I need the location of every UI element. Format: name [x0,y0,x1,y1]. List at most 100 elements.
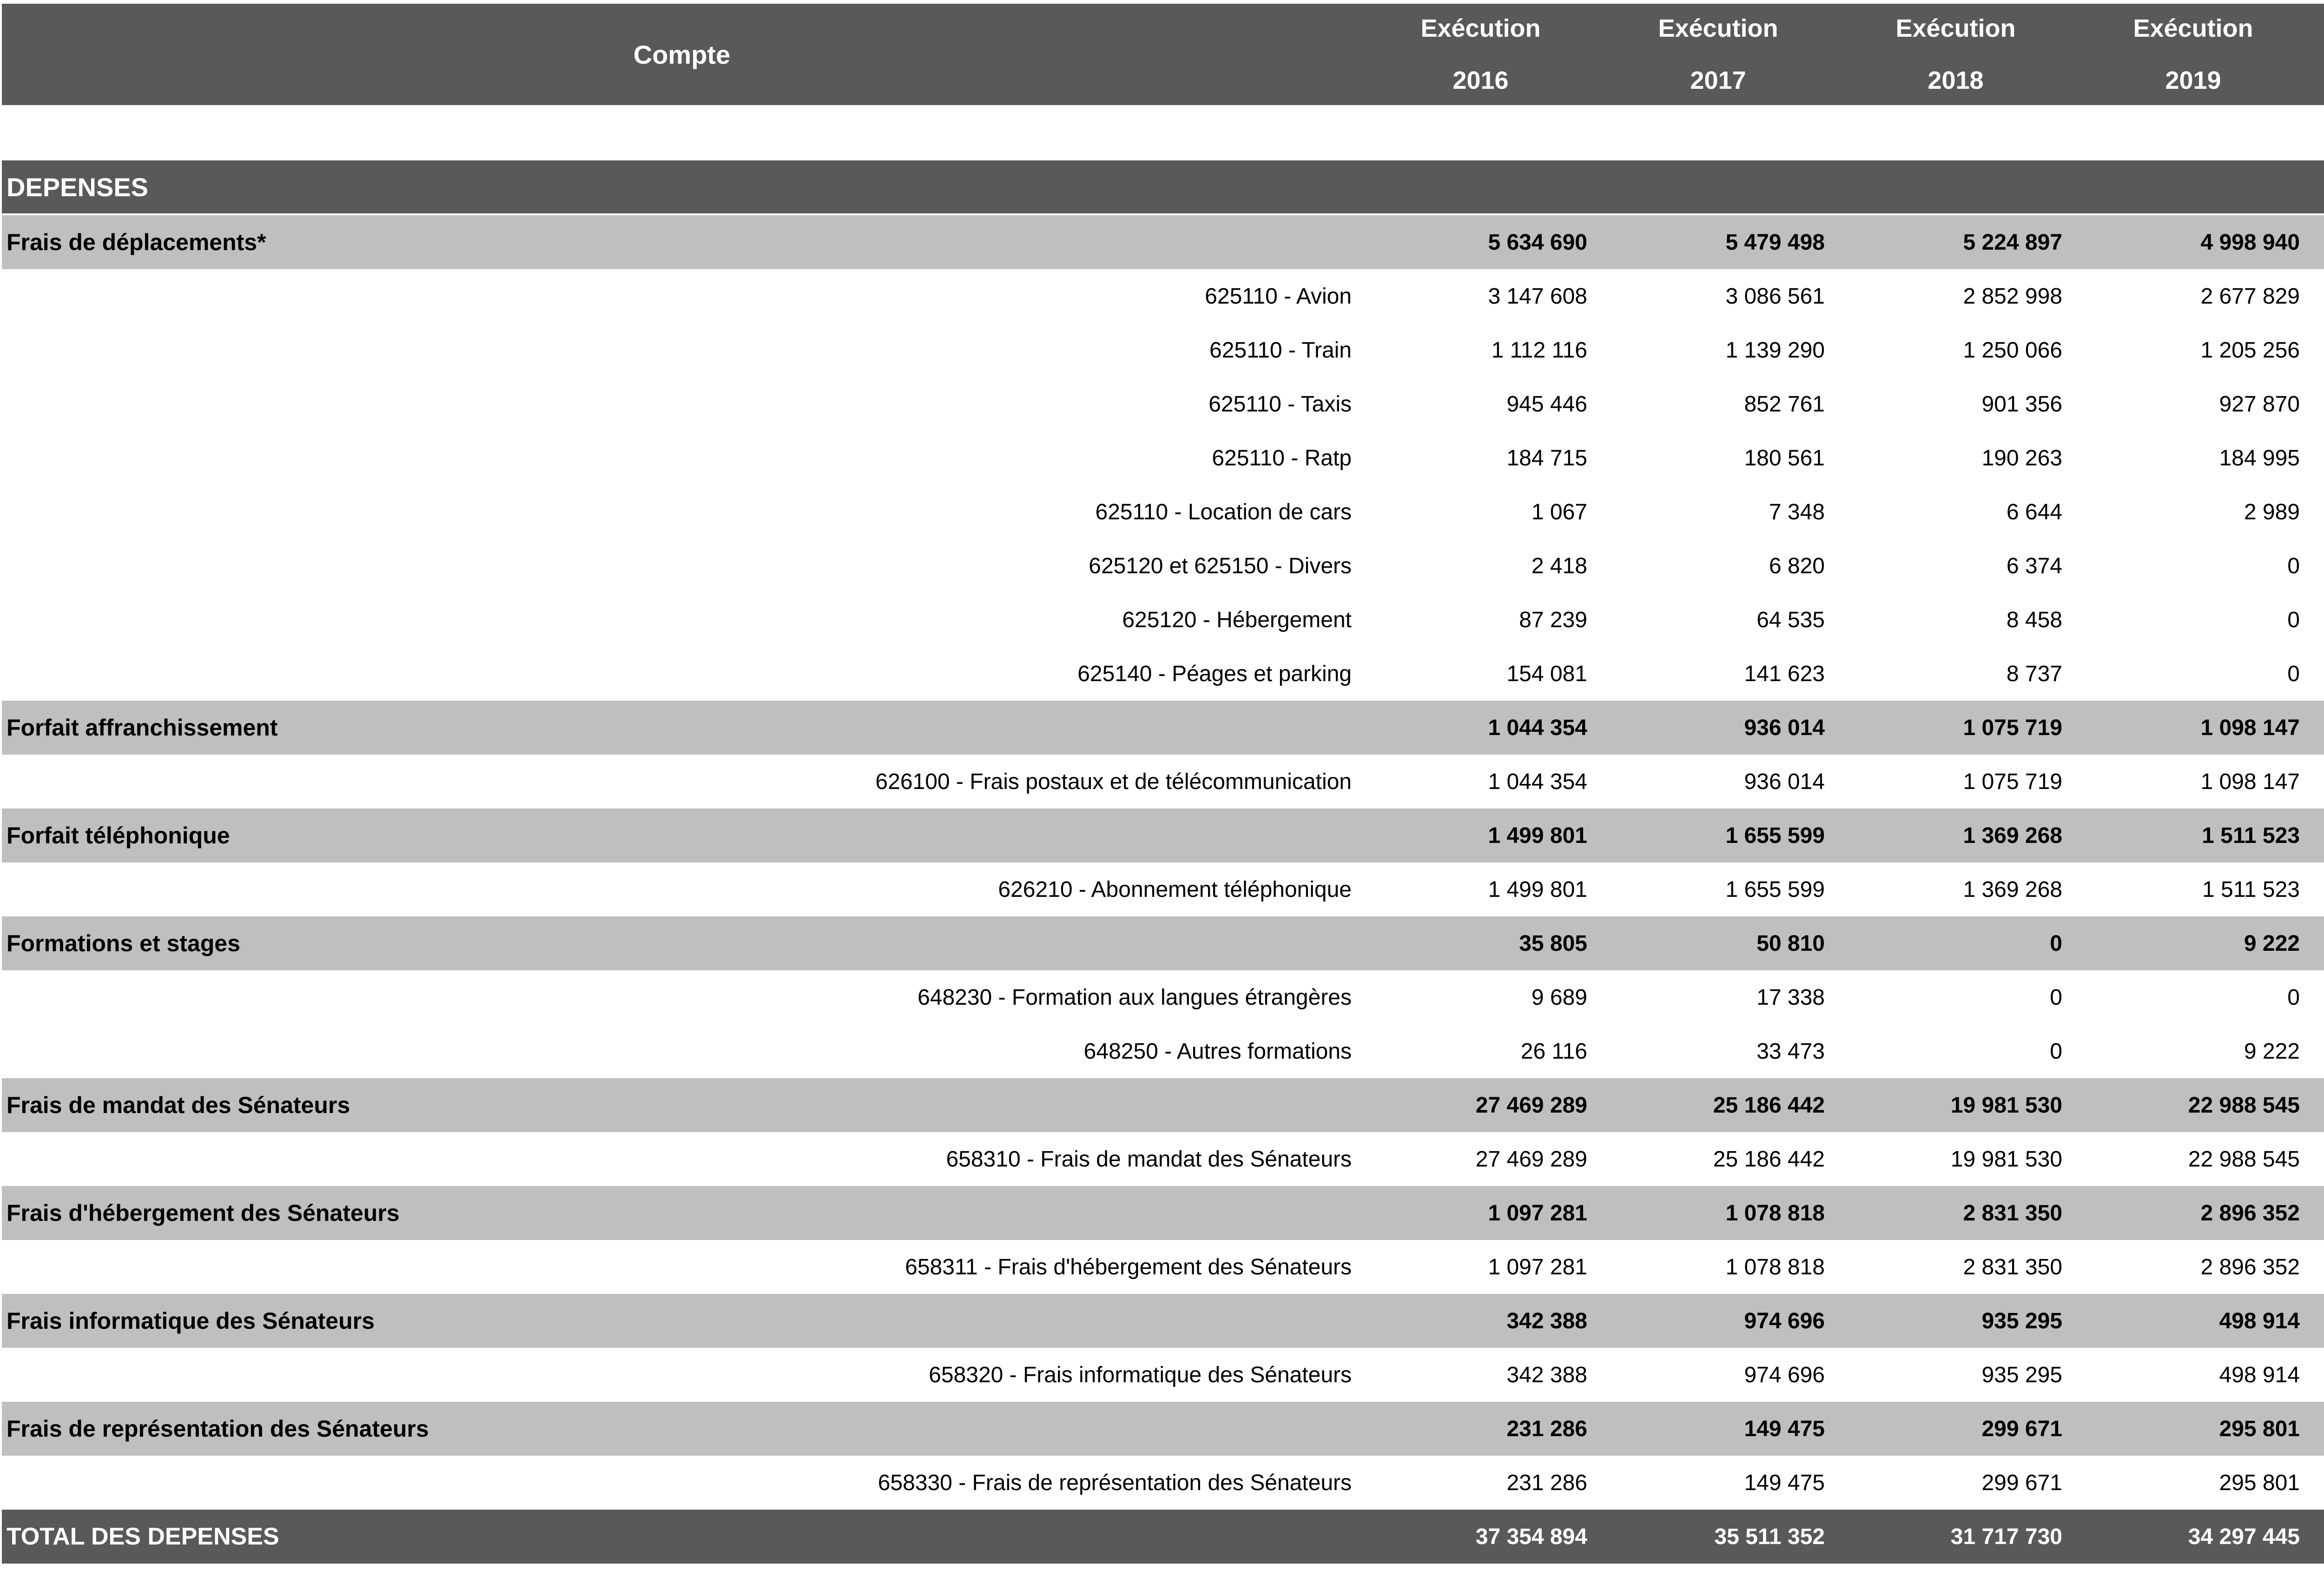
year-label: 2016 [1452,66,1509,94]
value-cell: 1 383 154 [2312,877,2324,902]
value-cell: 936 014 [1744,715,1825,740]
row-label: 625120 - Hébergement [1122,607,1352,632]
row-label: DEPENSES [7,172,148,202]
value-cell: 1 112 116 [1491,338,1587,363]
table-row: 625120 et 625150 - Divers 2 418 6 820 6 374… [2,539,2324,593]
value-cell: 2 454 688 [2312,1254,2324,1280]
value-cell: 2 418 [1531,553,1587,578]
table-row: 625110 - Ratp 184 715 180 561 190 263 184 99… [2,431,2324,485]
value-cell: 1 383 154 [2312,823,2324,848]
row-label: Frais informatique des Sénateurs [7,1308,375,1334]
value-cell: 1 044 354 [1488,715,1587,740]
value-cell: 1 499 801 [1488,823,1587,848]
table-row: 626210 - Abonnement téléphonique 1 499 80… [2,862,2324,916]
value-cell: 927 870 [2219,391,2300,417]
value-cell: 31 717 730 [1950,1524,2062,1549]
value-cell: 3 289 324 [2312,230,2324,255]
header-row: Compte Exécution 2016 Exécution 2017 Exécuti… [2,4,2324,105]
table-row: 648230 - Formation aux langues étrangère… [2,970,2324,1024]
value-cell: 852 761 [1744,391,1825,417]
year-header: Exécution 2017 [1599,2,1837,106]
value-cell: 28 413 878 [2312,1524,2324,1550]
row-label: 626210 - Abonnement téléphonique [998,877,1352,902]
row-label: 625140 - Péages et parking [1077,661,1352,686]
value-cell: 1 250 066 [1963,338,2062,363]
value-cell: 0 [2287,607,2300,632]
value-cell: 33 473 [1756,1039,1825,1064]
value-cell: 27 469 289 [1475,1093,1587,1118]
value-cell: 3 147 608 [1488,284,1587,309]
row-label: 658310 - Frais de mandat des Sénateurs [946,1147,1352,1172]
value-cell: 974 696 [1744,1308,1825,1333]
value-cell: 1 511 523 [2202,877,2300,902]
value-cell: 498 914 [2219,1362,2300,1387]
value-cell: 15 540 [2312,1039,2324,1064]
value-cell: 901 356 [1981,391,2062,417]
row-label: 658320 - Frais informatique des Sénateur… [929,1362,1352,1387]
value-cell: 2 896 352 [2200,1254,2300,1279]
value-cell: 2 989 [2244,499,2300,524]
value-cell: 184 496 [2312,445,2324,471]
value-cell: 342 388 [1506,1362,1587,1387]
row-label: 648250 - Autres formations [1083,1039,1352,1064]
value-cell: 15 540 [2312,931,2324,956]
table-body: DEPENSES Frais de déplacements* 5 634 690 5… [2,160,2324,1564]
row-label: Forfait téléphonique [7,822,230,848]
value-cell: 1 036 226 [2312,338,2324,363]
value-cell: 5 479 498 [1725,230,1825,255]
value-cell: 288 891 [2312,1470,2324,1496]
compte-column-header: Compte [633,40,731,69]
value-cell: 1 097 281 [1488,1200,1587,1226]
value-cell: 22 988 545 [2188,1093,2300,1118]
row-label: 625110 - Taxis [1208,391,1352,417]
table-row: 658310 - Frais de mandat des Sénateurs 27… [2,1132,2324,1186]
value-cell: 17 338 [1756,985,1825,1010]
value-cell: 1 446 456 [2312,284,2324,309]
value-cell: 1 078 818 [1725,1200,1825,1226]
value-cell: 4 998 940 [2200,230,2300,255]
table-row: 625110 - Location de cars 1 067 7 348 6 644… [2,485,2324,539]
value-cell: 2 896 352 [2200,1200,2300,1226]
value-cell: 34 297 445 [2188,1524,2300,1549]
value-cell: 935 295 [1981,1362,2062,1387]
row-label: 625110 - Train [1209,338,1352,363]
table-row: 626100 - Frais postaux et de télécommuni… [2,755,2324,809]
value-cell: 1 102 147 [2312,1308,2324,1334]
year-headers: Exécution 2016 Exécution 2017 Exécution 2018 E… [1362,2,2324,106]
value-cell: 154 081 [1506,661,1587,686]
table-row: 625110 - Train 1 112 116 1 139 290 1 250 06… [2,323,2324,377]
row-label: 658330 - Frais de représentation des Sén… [878,1470,1352,1495]
row-label: 626100 - Frais postaux et de télécommuni… [875,769,1352,794]
year-label: 2017 [1690,66,1746,94]
expenses-table: Compte Exécution 2016 Exécution 2017 Exécuti… [2,4,2324,1564]
value-cell: 35 805 [1519,931,1587,956]
value-cell: 7 348 [1769,499,1825,524]
value-cell: 288 891 [2312,1416,2324,1442]
value-cell: 8 458 [2006,607,2062,632]
row-label: Frais de déplacements* [7,229,266,255]
exec-label: Exécution [1895,14,2016,42]
value-cell: 19 008 536 [2312,1147,2324,1172]
table-row: 658311 - Frais d'hébergement des Sénateu… [2,1240,2324,1294]
value-cell: 19 981 530 [1950,1093,2062,1118]
value-cell: 25 186 442 [1713,1147,1825,1172]
exec-label: Exécution [2312,2,2324,54]
table-row: Forfait téléphonique 1 499 801 1 655 599 1 … [2,809,2324,862]
value-cell: 945 446 [1506,391,1587,417]
value-cell: 299 671 [1981,1470,2062,1495]
value-cell: 295 801 [2219,1470,2300,1495]
value-cell: 2 677 829 [2200,284,2300,309]
row-label: TOTAL DES DEPENSES [7,1523,279,1550]
value-cell: 6 820 [1769,553,1825,578]
row-label: Forfait affranchissement [7,715,278,741]
year-label: 2018 [1928,66,1984,94]
value-cell: 27 469 289 [1475,1147,1587,1172]
row-label: Frais de mandat des Sénateurs [7,1092,350,1118]
value-cell: 0 [2312,553,2324,579]
value-cell: 0 [2050,985,2062,1010]
value-cell: 0 [2312,607,2324,633]
table-row: 625110 - Taxis 945 446 852 761 901 356 927 8… [2,377,2324,431]
value-cell: 0 [2050,931,2062,956]
value-cell: 26 116 [1520,1039,1587,1064]
